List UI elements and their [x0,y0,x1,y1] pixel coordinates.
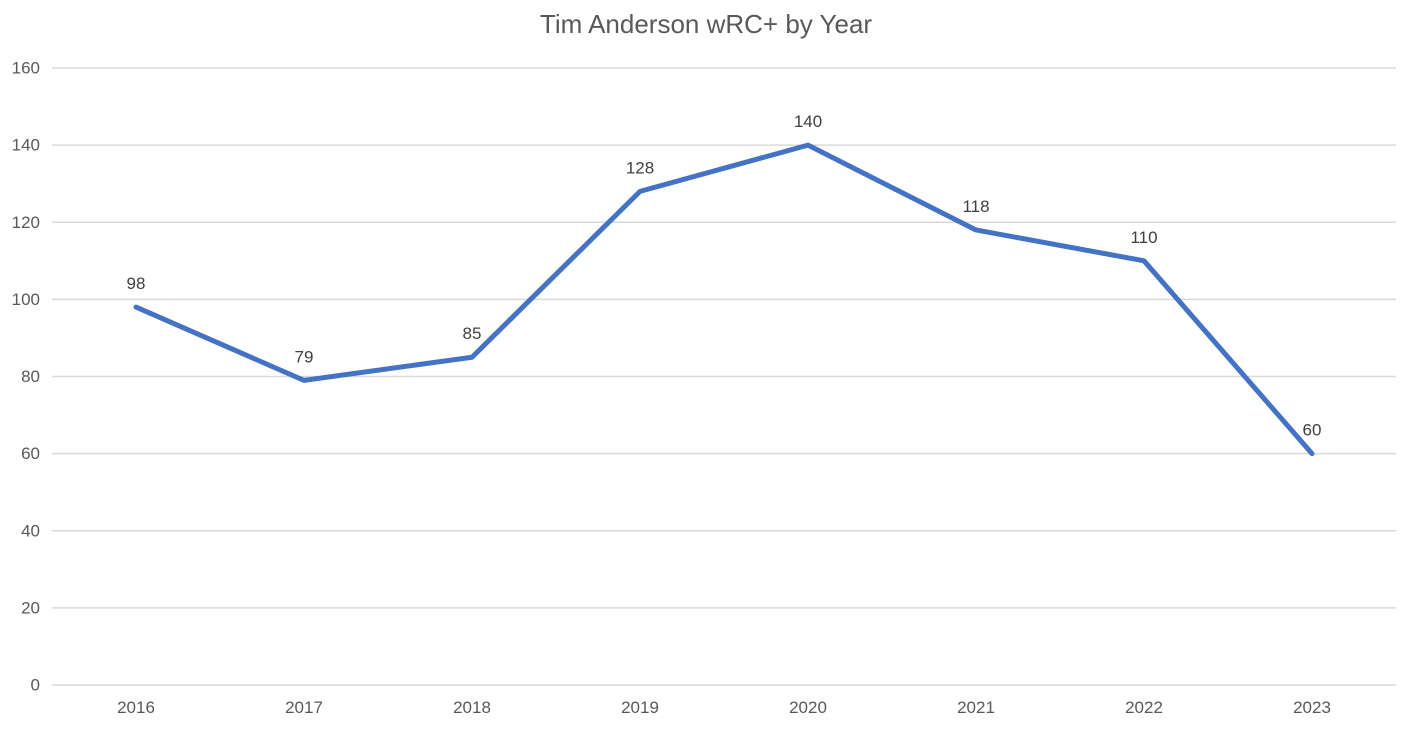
y-axis-tick-label: 140 [12,136,40,155]
data-point-label: 140 [794,112,822,131]
x-axis-tick-label: 2021 [957,698,995,717]
data-point-label: 98 [127,274,146,293]
y-axis-tick-label: 60 [21,444,40,463]
data-point-label: 79 [295,347,314,366]
series-line [133,142,1315,457]
y-axis-tick-label: 100 [12,290,40,309]
y-axis-tick-label: 40 [21,521,40,540]
y-axis-tick-label: 0 [31,676,40,695]
y-axis-tick-label: 80 [21,367,40,386]
data-point-label: 60 [1303,421,1322,440]
data-point-label: 128 [626,158,654,177]
y-axis-tick-label: 120 [12,213,40,232]
y-axis-tick-label: 20 [21,598,40,617]
chart-title: Tim Anderson wRC+ by Year [539,9,873,39]
x-axis-tick-label: 2018 [453,698,491,717]
data-point-label: 110 [1130,228,1157,247]
data-point-label: 118 [962,197,989,216]
x-axis-tick-label: 2023 [1293,698,1331,717]
x-axis-tick-label: 2022 [1125,698,1163,717]
y-axis-tick-label: 160 [12,59,40,78]
x-axis-tick-label: 2016 [117,698,155,717]
x-axis-tick-label: 2017 [285,698,323,717]
data-point-label: 85 [463,324,482,343]
x-axis-tick-label: 2019 [621,698,659,717]
x-axis-tick-label: 2020 [789,698,827,717]
